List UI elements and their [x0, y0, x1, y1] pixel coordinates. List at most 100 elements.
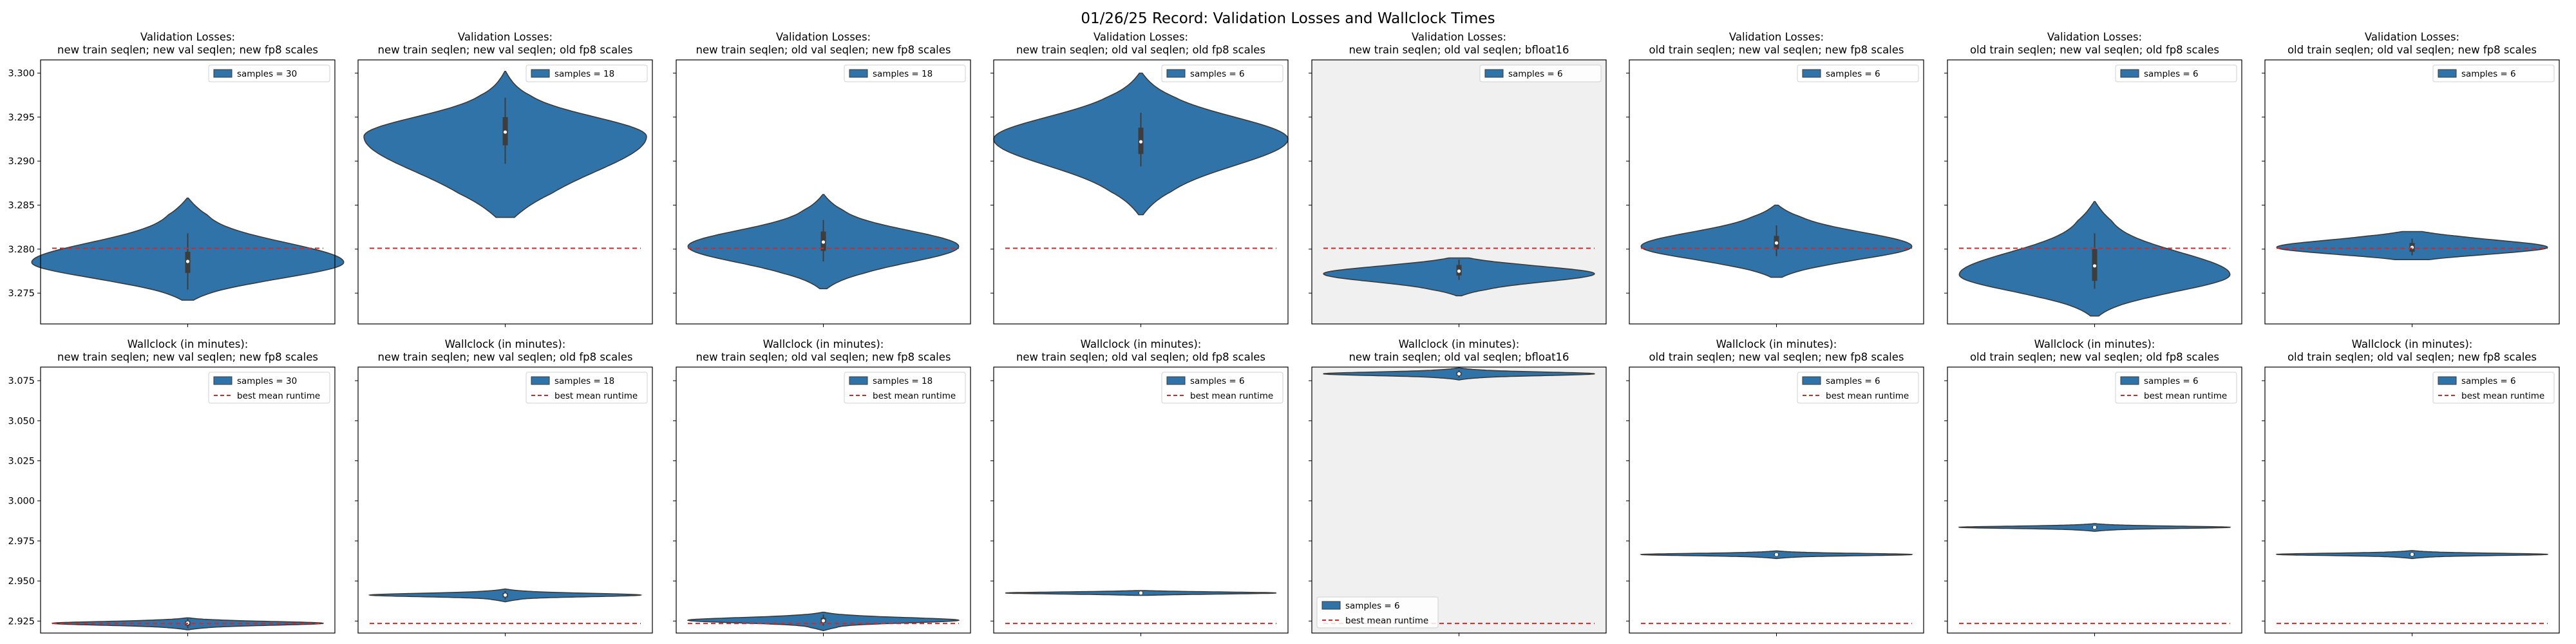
panel-title-line2: new train seqlen; new val seqlen; new fp…: [57, 44, 318, 56]
panel-frame: [1947, 366, 2242, 634]
panel-title-line2: new train seqlen; new val seqlen; old fp…: [377, 44, 632, 56]
panel-frame: [1629, 366, 1924, 634]
legend-box: [2115, 64, 2237, 82]
legend-box: [2115, 372, 2237, 404]
legend-label: samples = 30: [237, 376, 297, 386]
legend-label: samples = 30: [237, 69, 297, 79]
legend-label: samples = 6: [1345, 601, 1400, 611]
panel-title-line2: new train seqlen; new val seqlen; old fp…: [377, 351, 632, 363]
legend-patch: [531, 69, 550, 78]
panel: Wallclock (in minutes):old train seqlen;…: [1626, 338, 1924, 636]
violin-median: [2092, 526, 2097, 529]
panel-frame: [2264, 59, 2560, 325]
legend-label: best mean runtime: [1826, 391, 1909, 401]
violin-median: [503, 130, 507, 134]
legend-patch: [2120, 69, 2139, 78]
legend-label: best mean runtime: [2461, 391, 2544, 401]
panel-title-line2: new train seqlen; old val seqlen; old fp…: [1016, 351, 1265, 363]
panel: Wallclock (in minutes):new train seqlen;…: [1309, 338, 1607, 636]
y-tick-label: 2.950: [8, 576, 35, 587]
figure-title: 01/26/25 Record: Validation Losses and W…: [1081, 10, 1495, 27]
legend-label: best mean runtime: [554, 391, 638, 401]
panel-title-line1: Wallclock (in minutes):: [2034, 338, 2155, 350]
legend: samples = 6 best mean runtime: [1316, 596, 1439, 629]
legend-label: samples = 6: [2461, 376, 2516, 386]
legend-box: [844, 372, 966, 404]
panel-title-line2: new train seqlen; old val seqlen; bfloat…: [1349, 351, 1569, 363]
panel: Validation Losses:new train seqlen; new …: [355, 31, 653, 327]
panel-background: [676, 367, 971, 633]
panel: Wallclock (in minutes):old train seqlen;…: [2262, 338, 2560, 636]
legend-label: best mean runtime: [873, 391, 956, 401]
legend-box: [1161, 64, 1283, 82]
panel: Validation Losses:old train seqlen; new …: [1944, 31, 2242, 327]
legend-label: best mean runtime: [2144, 391, 2227, 401]
legend-patch: [1166, 376, 1186, 385]
panel-frame: [40, 59, 336, 325]
legend-box: [1316, 596, 1439, 629]
legend-label: samples = 18: [554, 69, 614, 79]
legend-patch: [1166, 69, 1186, 78]
panel-frame: [2264, 366, 2560, 634]
y-tick-label: 3.300: [8, 69, 35, 79]
panel: Wallclock (in minutes):new train seqlen;…: [355, 338, 653, 636]
panel-frame: [993, 366, 1289, 634]
panel: Validation Losses:new train seqlen; new …: [8, 31, 345, 327]
panel-background: [1947, 367, 2242, 633]
y-tick-label: 3.275: [8, 289, 35, 299]
legend: samples = 18: [526, 64, 648, 82]
panel-background: [1629, 60, 1924, 324]
panel-background: [994, 367, 1288, 633]
legend: samples = 30: [208, 64, 330, 82]
violin-median: [821, 240, 826, 244]
legend-label: samples = 6: [1826, 69, 1880, 79]
legend-label: samples = 6: [2144, 376, 2199, 386]
legend-patch: [1802, 69, 1821, 78]
legend: samples = 18 best mean runtime: [526, 372, 648, 404]
legend-box: [1797, 372, 1919, 404]
violin-median: [1457, 372, 1461, 376]
panel-title-line1: Validation Losses:: [776, 31, 871, 43]
panel-frame: [676, 59, 971, 325]
panel-title-line2: old train seqlen; old val seqlen; new fp…: [2287, 351, 2537, 363]
y-tick-label: 3.075: [8, 376, 35, 386]
panel-frame: [1311, 366, 1607, 634]
legend: samples = 6: [1161, 64, 1283, 82]
panel-background: [1629, 367, 1924, 633]
legend-box: [1479, 64, 1602, 82]
legend-box: [2432, 372, 2555, 404]
y-tick-label: 3.050: [8, 416, 35, 426]
legend-box: [526, 372, 648, 404]
panel: Wallclock (in minutes):old train seqlen;…: [1944, 338, 2242, 636]
legend-patch: [213, 69, 232, 78]
legend: samples = 6: [2432, 64, 2555, 82]
panel-title-line1: Wallclock (in minutes):: [1716, 338, 1837, 350]
legend: samples = 6: [2115, 64, 2237, 82]
legend-label: best mean runtime: [1190, 391, 1273, 401]
panel-frame: [1629, 59, 1924, 325]
panel-title-line2: new train seqlen; old val seqlen; bfloat…: [1349, 44, 1569, 56]
panel-title-line1: Validation Losses:: [1729, 31, 1824, 43]
legend-label: samples = 6: [1508, 69, 1563, 79]
legend-box: [1161, 372, 1283, 404]
legend-box: [526, 64, 648, 82]
legend: samples = 6: [1479, 64, 1602, 82]
violin-median: [821, 619, 826, 623]
legend: samples = 6 best mean runtime: [2115, 372, 2237, 404]
legend-patch: [213, 376, 232, 385]
violin-median: [1457, 269, 1461, 273]
y-tick-label: 3.280: [8, 245, 35, 255]
legend-patch: [1484, 69, 1504, 78]
panel-title-line1: Validation Losses:: [2047, 31, 2142, 43]
panel: Wallclock (in minutes):new train seqlen;…: [673, 338, 971, 636]
y-tick-label: 2.925: [8, 616, 35, 627]
legend-patch: [849, 69, 868, 78]
legend: samples = 18 best mean runtime: [844, 372, 966, 404]
legend-box: [2432, 64, 2555, 82]
violin-median: [503, 593, 507, 597]
panel-title-line2: old train seqlen; old val seqlen; new fp…: [2287, 44, 2537, 56]
panel-frame: [40, 366, 336, 634]
legend-patch: [2120, 376, 2139, 385]
panel-title-line1: Wallclock (in minutes):: [2352, 338, 2473, 350]
